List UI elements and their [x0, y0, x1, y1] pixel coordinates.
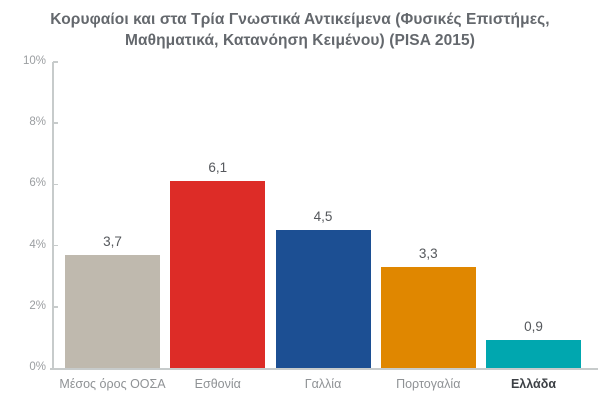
- bar-3: [275, 230, 371, 368]
- bar-value-label: 3,3: [418, 246, 438, 262]
- category-label: Μέσος όρος ΟΟΣΑ: [59, 377, 166, 391]
- bar-value-label: 0,9: [524, 319, 543, 335]
- chart-title-line1: Κορυφαίοι και στα Τρία Γνωστικά Αντικείμ…: [50, 11, 550, 28]
- chart-title: Κορυφαίοι και στα Τρία Γνωστικά Αντικείμ…: [0, 9, 600, 51]
- x-axis-line: [50, 368, 598, 370]
- y-tick-mark: [53, 306, 58, 308]
- category-label: Γαλλία: [304, 377, 342, 391]
- y-tick-label: 10%: [22, 55, 46, 67]
- y-tick-label: 0%: [29, 361, 46, 373]
- bar-value-label: 4,5: [313, 209, 333, 225]
- y-tick-mark: [53, 244, 58, 247]
- y-tick-label: 8%: [29, 116, 46, 129]
- y-tick-mark: [53, 183, 58, 186]
- category-label: Πορτογαλία: [396, 377, 461, 391]
- y-tick-mark: [53, 61, 58, 63]
- bar-1: [65, 254, 160, 368]
- bar-5: [486, 340, 581, 368]
- y-tick-label: 6%: [29, 177, 46, 190]
- category-label: Εσθονία: [194, 377, 241, 391]
- bar-2: [170, 181, 266, 368]
- bar-4: [380, 267, 476, 368]
- chart-title-line2: Μαθηματικά, Κατανόηση Κειμένου) (PISA 20…: [124, 32, 476, 49]
- y-tick-label: 2%: [29, 299, 46, 312]
- category-label: Ελλάδα: [510, 377, 557, 391]
- bar-value-label: 6,1: [208, 160, 228, 176]
- y-axis-line: [52, 62, 54, 368]
- y-tick-mark: [53, 122, 58, 124]
- y-tick-label: 4%: [29, 238, 46, 251]
- bar-value-label: 3,7: [103, 233, 122, 249]
